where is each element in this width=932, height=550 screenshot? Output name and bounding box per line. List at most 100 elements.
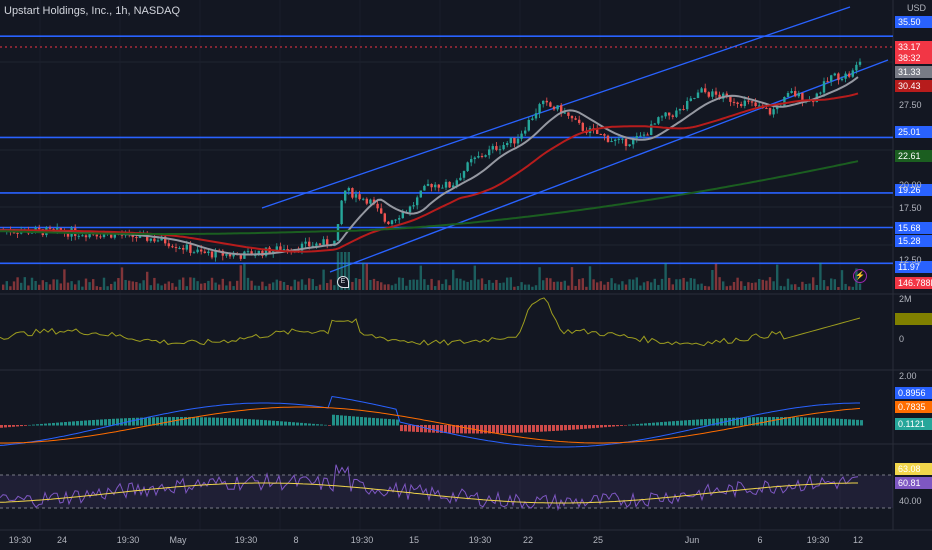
macd-histogram-bar	[712, 418, 715, 426]
price-tag: 15.68	[895, 222, 932, 234]
macd-histogram-bar	[564, 425, 567, 431]
macd-histogram-bar	[480, 425, 483, 434]
ma-gray-line	[0, 76, 859, 256]
candle-body	[650, 124, 653, 135]
volume-bar	[502, 282, 505, 290]
candle-body	[250, 251, 253, 256]
time-axis-label: 24	[56, 535, 68, 545]
macd-histogram-bar	[776, 417, 779, 426]
volume-bar	[102, 277, 106, 290]
candle-body	[16, 232, 19, 234]
macd-histogram-bar	[340, 415, 343, 426]
volume-bar	[434, 286, 437, 290]
price-axis-tick: 27.50	[899, 100, 922, 110]
candle-body	[434, 184, 437, 188]
candle-body	[286, 249, 289, 251]
macd-histogram-bar	[476, 425, 479, 434]
volume-bar	[128, 280, 131, 290]
candle-body	[513, 137, 516, 144]
symbol-title[interactable]: Upstart Holdings, Inc., 1h, NASDAQ	[4, 5, 181, 17]
volume-bar	[754, 282, 757, 290]
alert-bolt-icon[interactable]: ⚡	[853, 269, 867, 283]
volume-bar	[840, 270, 844, 290]
macd-histogram-bar	[48, 423, 51, 426]
macd-histogram-bar	[100, 419, 103, 426]
candle-body	[696, 92, 700, 98]
macd-histogram-bar	[140, 417, 143, 426]
macd-histogram-bar	[756, 417, 759, 426]
macd-histogram-bar	[612, 425, 615, 427]
volume-bar	[797, 286, 800, 290]
volume-bar	[178, 279, 181, 290]
candle-body	[81, 235, 84, 237]
candle-body	[725, 93, 728, 97]
volume-bar	[441, 283, 444, 290]
candle-body	[851, 70, 854, 77]
volume-bar	[218, 284, 221, 290]
volume-bar	[171, 283, 174, 290]
macd-histogram-bar	[36, 424, 39, 426]
volume-bar	[538, 267, 541, 290]
price-axis-tick: 17.50	[899, 203, 922, 213]
volume-bar	[581, 278, 584, 290]
macd-histogram-bar	[448, 425, 451, 434]
macd-histogram-bar	[460, 425, 463, 434]
currency-label[interactable]: USD	[906, 3, 926, 13]
macd-histogram-bar	[608, 425, 611, 427]
volume-bar	[448, 285, 451, 290]
volume-bar	[599, 281, 602, 290]
macd-histogram-bar	[836, 418, 839, 426]
candle-body	[484, 155, 487, 157]
candle-body	[470, 159, 473, 163]
volume-bar	[516, 286, 520, 290]
earnings-marker-icon[interactable]: E	[337, 276, 349, 288]
candle-body	[714, 91, 718, 95]
volume-bar	[23, 277, 26, 290]
macd-histogram-bar	[488, 425, 491, 434]
volume-bar	[167, 281, 170, 290]
macd-histogram-bar	[324, 424, 327, 426]
candle-body	[495, 146, 498, 150]
macd-histogram-bar	[12, 425, 15, 427]
macd-histogram-bar	[372, 417, 375, 426]
candle-body	[390, 220, 394, 225]
volume-bar	[207, 280, 210, 290]
macd-histogram-bar	[232, 418, 235, 426]
rsi-value: 60.81	[895, 477, 932, 489]
moving-averages	[0, 76, 859, 256]
candle-body	[560, 105, 563, 114]
volume-bar	[117, 278, 120, 290]
macd-histogram-bar	[96, 419, 99, 426]
volume-bar	[588, 266, 592, 290]
volume-bar	[844, 283, 847, 290]
macd-histogram-bar	[436, 425, 439, 433]
candle-body	[754, 102, 757, 107]
candle-body	[232, 254, 235, 257]
macd-histogram-bar	[492, 425, 495, 434]
candle-body	[646, 134, 649, 136]
candle-body	[639, 135, 642, 137]
volume-oscillator-line	[0, 297, 861, 347]
macd-histogram-bar	[220, 417, 223, 426]
macd-histogram-bar	[152, 417, 155, 426]
candle-body	[52, 228, 55, 230]
macd-histogram-bar	[252, 419, 255, 426]
volume-bar	[480, 278, 484, 290]
candle-body	[776, 106, 779, 110]
macd-histogram-bar	[672, 421, 675, 426]
candle-body	[340, 200, 343, 225]
time-axis-label: 19:30	[116, 535, 140, 545]
macd-histogram-bar	[24, 425, 27, 426]
volume-bar	[5, 281, 8, 290]
macd-histogram-bar	[628, 424, 631, 426]
volume-bar	[714, 263, 718, 290]
candle-body	[653, 123, 656, 125]
volume-bar	[473, 265, 476, 290]
volume-oscillator-pane	[0, 297, 861, 347]
volume-bar	[110, 283, 113, 290]
volume-bar	[664, 263, 667, 290]
volume-bar	[772, 281, 775, 290]
macd-histogram-bar	[588, 425, 591, 429]
macd-histogram-bar	[584, 425, 587, 429]
